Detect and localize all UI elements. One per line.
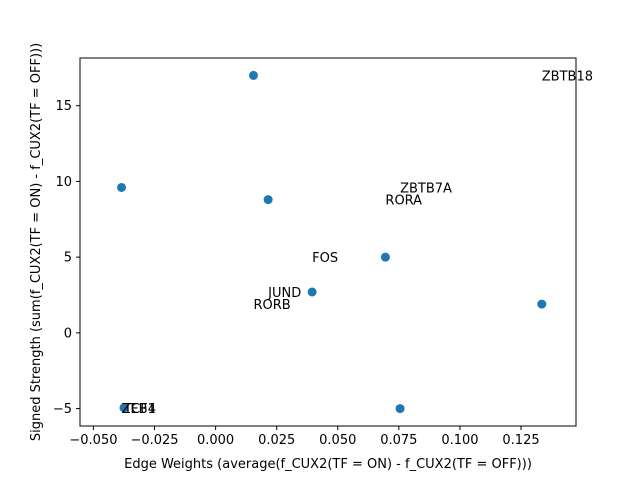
data-point	[307, 287, 317, 297]
data-point	[119, 403, 129, 413]
x-tick-label: 0.100	[441, 433, 478, 448]
point-label: ZEB1	[122, 402, 156, 417]
x-axis-label: Edge Weights (average(f_CUX2(TF = ON) - …	[124, 457, 532, 472]
data-point	[248, 70, 258, 80]
x-axis-ticks: −0.050 −0.025 0.000 0.025 0.050 0.075 0.100 0.1…	[69, 426, 540, 448]
data-point	[380, 252, 390, 262]
x-tick-label: 0.050	[319, 433, 356, 448]
point-label: JUND	[267, 286, 301, 301]
y-tick-label: −5	[53, 402, 72, 417]
y-tick-label: 5	[64, 251, 72, 266]
x-tick-label: 0.025	[258, 433, 295, 448]
x-tick-label: 0.075	[380, 433, 417, 448]
x-tick-label: 0.000	[197, 433, 234, 448]
data-point	[117, 182, 127, 192]
x-tick-label: −0.025	[130, 433, 178, 448]
y-tick-label: 10	[55, 175, 72, 190]
data-point	[263, 195, 273, 205]
point-label: RORB	[253, 298, 290, 313]
y-tick-label: 15	[55, 99, 72, 114]
point-label: ZBTB7A	[400, 181, 452, 196]
y-axis-ticks: −5 0 5 10 15	[53, 99, 80, 417]
point-label: FOS	[312, 251, 338, 266]
data-points	[117, 70, 547, 414]
x-tick-label: −0.050	[69, 433, 117, 448]
y-axis-label: Signed Strength (sum(f_CUX2(TF = ON) - f…	[29, 43, 44, 441]
point-label: RORA	[385, 194, 422, 209]
plot-area-frame	[79, 57, 577, 427]
data-point	[537, 299, 547, 309]
point-label: TCF4	[123, 402, 156, 417]
data-point	[395, 404, 405, 414]
y-tick-label: 0	[64, 326, 72, 341]
x-tick-label: 0.125	[502, 433, 539, 448]
point-label: ZBTB18	[542, 69, 593, 84]
